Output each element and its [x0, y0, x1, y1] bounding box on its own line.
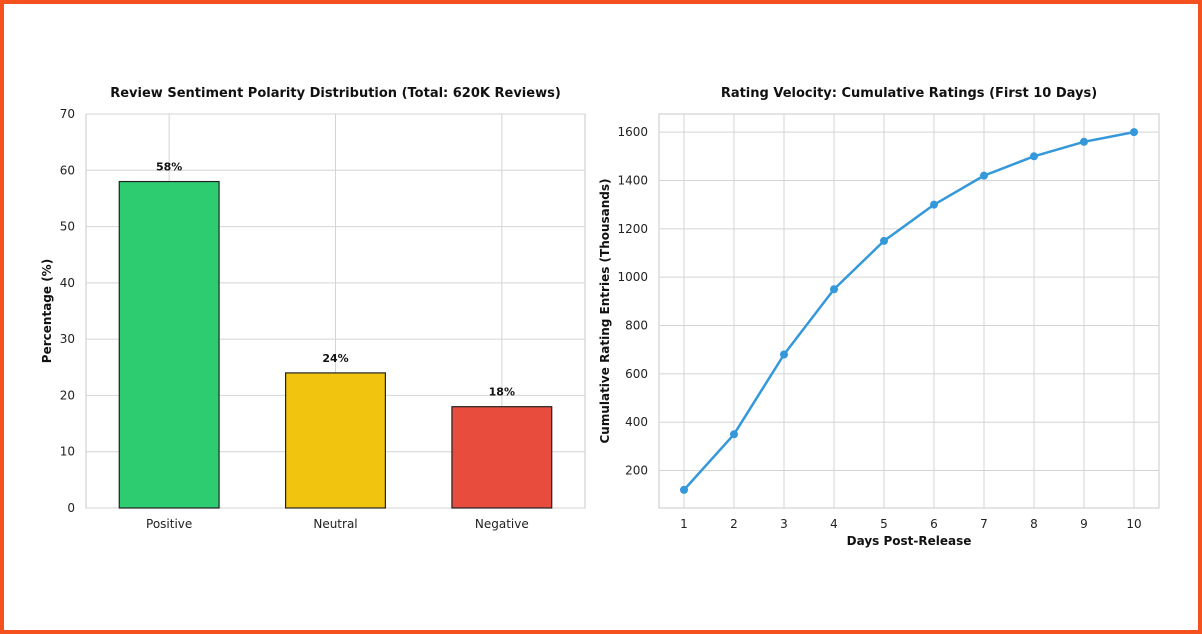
- bar-x-ticks: Positive Neutral Negative: [146, 517, 529, 531]
- line-y-tick-label: 200: [625, 464, 648, 478]
- bar-x-tick-label: Positive: [146, 517, 192, 531]
- line-y-tick-label: 1200: [617, 222, 648, 236]
- bar-neutral: [285, 372, 387, 509]
- line-x-tick-label: 6: [930, 517, 938, 531]
- line-data-point: [1080, 137, 1088, 146]
- line-data-point: [930, 200, 938, 209]
- line-x-tick-label: 7: [980, 517, 988, 531]
- figure-canvas: 58% 24% 18% 0 10 20 30 40 50 60 70 Positive Neutra…: [40, 86, 1160, 548]
- bar-x-tick-label: Negative: [475, 517, 529, 531]
- bar-y-tick-label: 40: [60, 276, 75, 290]
- line-data-point: [780, 350, 788, 359]
- line-data-point: [680, 485, 688, 494]
- bar-y-tick-label: 10: [60, 445, 75, 459]
- line-x-tick-label: 2: [730, 517, 738, 531]
- line-y-ticks: 200 400 600 800 1000 1200 1400 1600: [617, 125, 648, 477]
- line-plot-area: [658, 113, 1160, 509]
- bar-data-label: 58%: [156, 161, 182, 174]
- line-x-tick-label: 8: [1030, 517, 1038, 531]
- bar-data-label: 18%: [489, 386, 515, 399]
- line-x-tick-label: 1: [680, 517, 688, 531]
- bar-data-label: 24%: [322, 352, 348, 365]
- line-data-point: [1030, 152, 1038, 161]
- bar-y-tick-label: 20: [60, 388, 75, 402]
- line-x-tick-label: 10: [1126, 517, 1141, 531]
- rating-line-chart: 200 400 600 800 1000 1200 1400 1600 1 2 3 4 5 6 7 8 9 10…: [598, 86, 1160, 548]
- bar-y-ticks: 0 10 20 30 40 50 60 70: [60, 107, 75, 515]
- bar-y-tick-label: 70: [60, 107, 75, 121]
- line-data-point: [1130, 128, 1138, 137]
- line-data-point: [980, 171, 988, 180]
- bar-x-tick-label: Neutral: [313, 517, 357, 531]
- line-x-tick-label: 4: [830, 517, 838, 531]
- line-x-ticks: 1 2 3 4 5 6 7 8 9 10: [680, 517, 1141, 531]
- line-x-tick-label: 3: [780, 517, 788, 531]
- line-x-tick-label: 9: [1080, 517, 1088, 531]
- bar-y-axis-label: Percentage (%): [40, 259, 54, 363]
- cumulative-ratings-line: [683, 130, 1135, 491]
- line-y-tick-label: 1400: [617, 173, 648, 187]
- line-y-tick-label: 1600: [617, 125, 648, 139]
- bar-y-tick-label: 30: [60, 332, 75, 346]
- line-data-point: [730, 430, 738, 439]
- line-y-tick-label: 800: [625, 319, 648, 333]
- bar-marks: 58% 24% 18%: [118, 161, 553, 509]
- line-y-tick-label: 1000: [617, 270, 648, 284]
- bar-y-tick-label: 60: [60, 163, 75, 177]
- line-data-point: [880, 236, 888, 245]
- line-y-tick-label: 400: [625, 415, 648, 429]
- line-marks: [680, 128, 1138, 494]
- line-y-tick-label: 600: [625, 367, 648, 381]
- bar-negative: [451, 406, 553, 509]
- bar-y-tick-label: 0: [67, 501, 75, 515]
- line-x-tick-label: 5: [880, 517, 888, 531]
- line-chart-title: Rating Velocity: Cumulative Ratings (Fir…: [721, 86, 1097, 101]
- bar-positive: [118, 180, 220, 509]
- line-data-point: [830, 285, 838, 294]
- bar-y-tick-label: 50: [60, 220, 75, 234]
- bar-chart-title: Review Sentiment Polarity Distribution (…: [110, 86, 561, 101]
- line-y-axis-label: Cumulative Rating Entries (Thousands): [598, 178, 612, 443]
- line-x-axis-label: Days Post-Release: [847, 534, 972, 548]
- sentiment-bar-chart: 58% 24% 18% 0 10 20 30 40 50 60 70 Positive Neutra…: [40, 86, 586, 531]
